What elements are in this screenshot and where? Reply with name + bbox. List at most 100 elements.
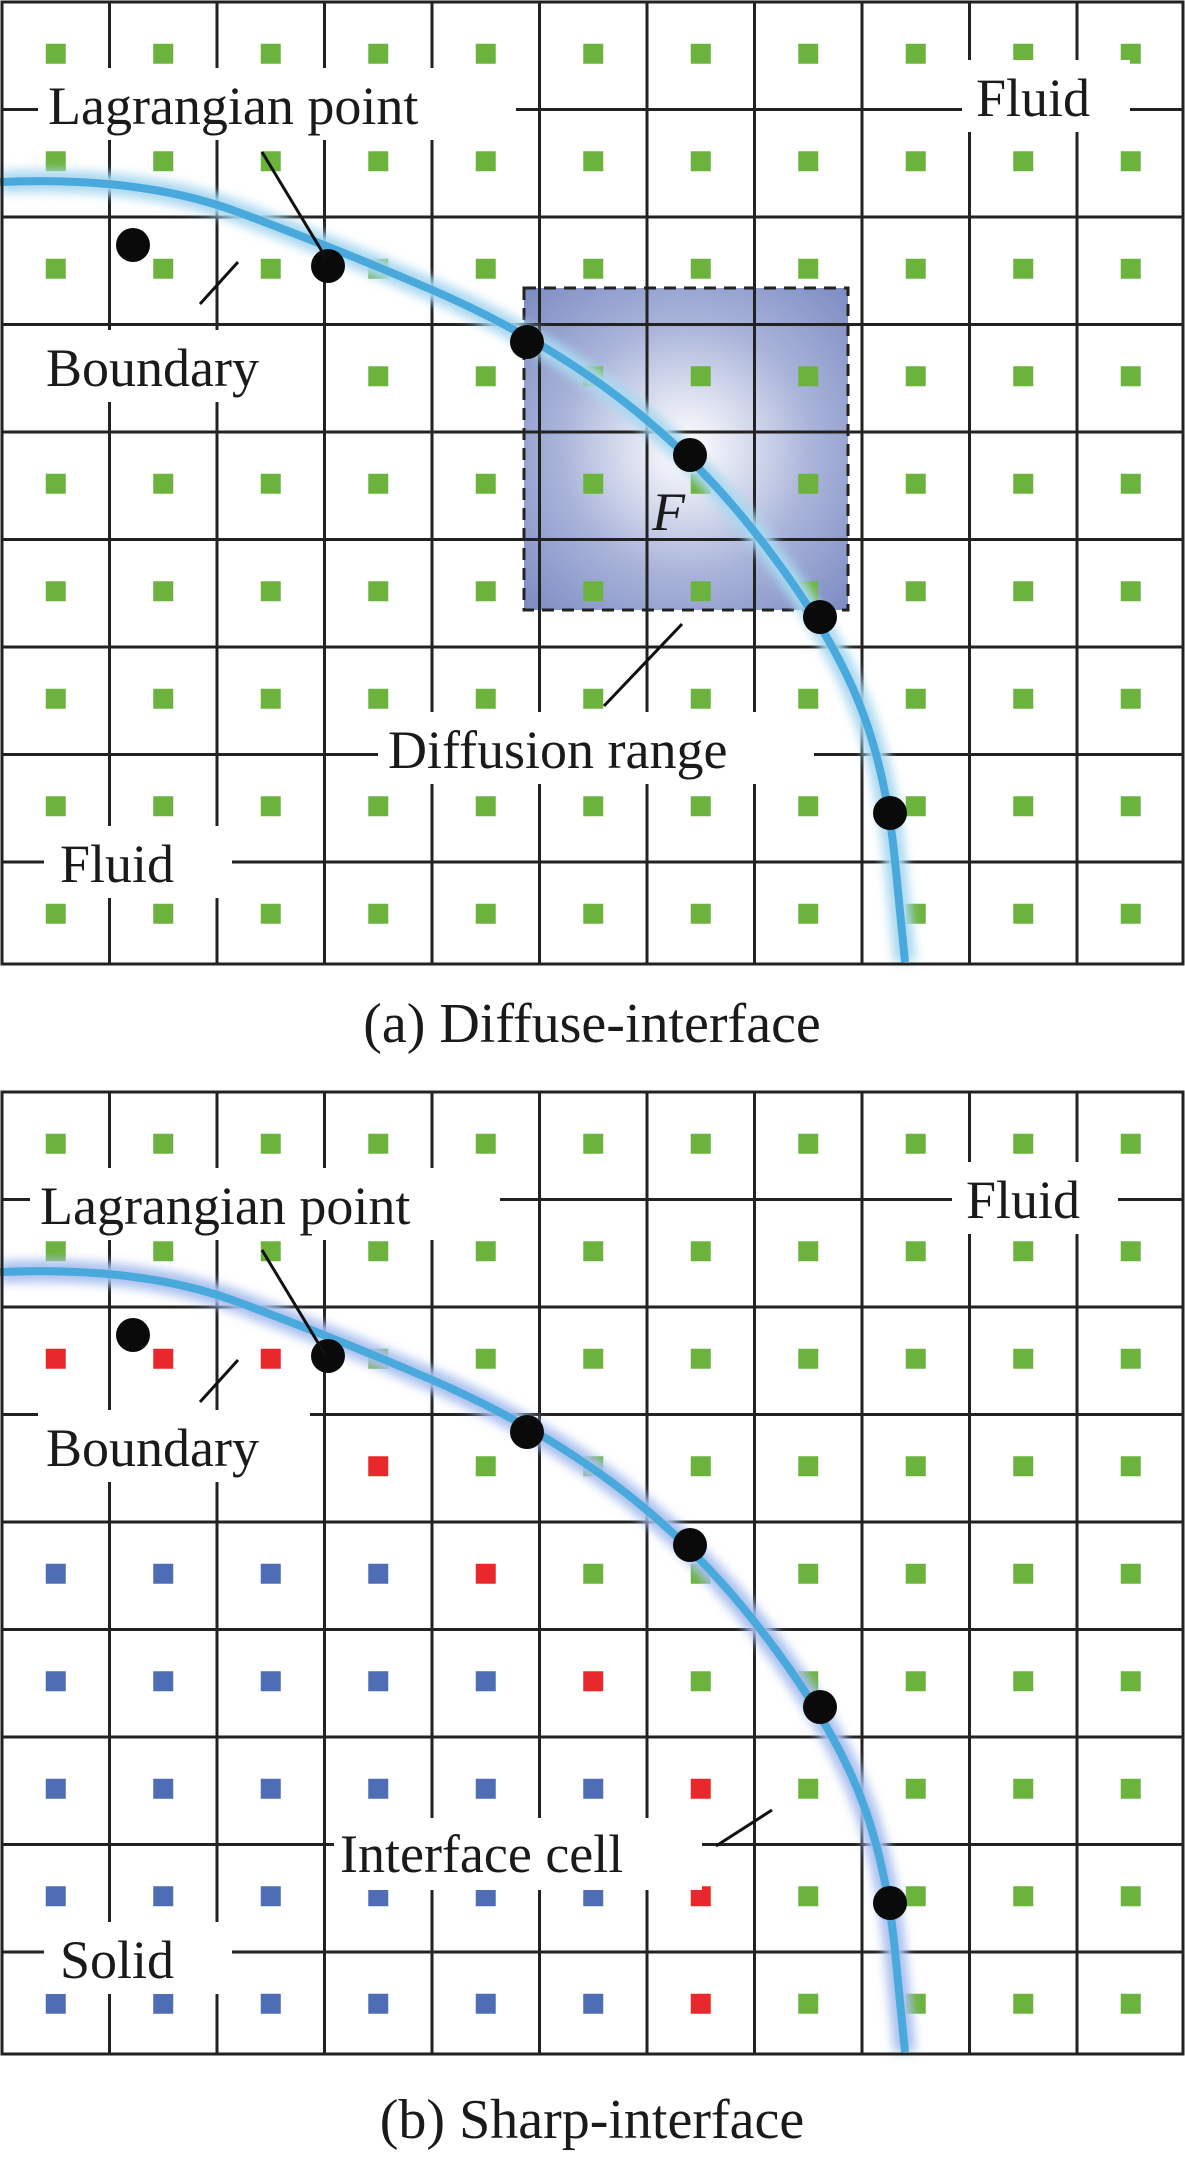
lagrangian-point — [673, 438, 707, 472]
label-bg — [962, 60, 1130, 132]
solid-label: Solid — [60, 1930, 174, 1990]
solid-node — [153, 1563, 174, 1584]
fluid-node — [260, 1133, 281, 1154]
fluid-node — [905, 43, 926, 64]
fluid-node — [475, 1133, 496, 1154]
fluid-node — [690, 1348, 711, 1369]
diffusion-range-label: Diffusion range — [388, 720, 727, 780]
fluid-node — [583, 43, 604, 64]
solid-node — [260, 1563, 281, 1584]
leader-lagrangian-b — [260, 1249, 328, 1357]
fluid-node — [368, 581, 389, 602]
solid-node — [153, 1886, 174, 1907]
solid-node — [583, 1778, 604, 1799]
lagrangian-point — [510, 1415, 544, 1449]
fluid-node — [475, 1456, 496, 1477]
fluid-node — [905, 1671, 926, 1692]
fluid-node — [153, 1241, 174, 1262]
fluid-node — [905, 796, 926, 817]
fluid-node — [1120, 1241, 1141, 1262]
fluid-node — [798, 366, 819, 387]
fluid-node — [1013, 366, 1034, 387]
fluid-node — [1120, 903, 1141, 924]
label-bg — [38, 68, 516, 140]
fluid-node — [690, 796, 711, 817]
fluid-node — [690, 903, 711, 924]
fluid-node — [1120, 366, 1141, 387]
fluid-node — [905, 1886, 926, 1907]
fluid-label: Fluid — [966, 1170, 1080, 1230]
fluid-node — [475, 151, 496, 172]
fluid-node — [1120, 1993, 1141, 2014]
fluid-node — [153, 903, 174, 924]
fluid-node — [905, 473, 926, 494]
fluid-node — [260, 258, 281, 279]
label-bg — [952, 1162, 1118, 1234]
fluid-node — [45, 151, 66, 172]
fluid-node — [260, 43, 281, 64]
fluid-node — [905, 581, 926, 602]
solid-node — [368, 1993, 389, 2014]
label-bg — [378, 712, 814, 784]
panel-b-frame — [0, 1090, 1185, 2056]
solid-node — [475, 1886, 496, 1907]
lagrangian-point — [116, 228, 150, 262]
fluid-node — [1013, 796, 1034, 817]
fluid-node — [45, 1241, 66, 1262]
fluid-node — [798, 1348, 819, 1369]
solid-node — [583, 1886, 604, 1907]
fluid-node — [798, 473, 819, 494]
fluid-node — [368, 688, 389, 709]
fluid-node — [798, 43, 819, 64]
label-bg — [334, 1818, 702, 1890]
interface-node — [475, 1563, 496, 1584]
solid-node — [45, 1993, 66, 2014]
fluid-node — [583, 151, 604, 172]
lagrangian-point — [311, 249, 345, 283]
fluid-node — [690, 688, 711, 709]
fluid-node — [45, 258, 66, 279]
solid-node — [475, 1671, 496, 1692]
fluid-node — [153, 581, 174, 602]
lagrangian-point — [116, 1318, 150, 1352]
fluid-node — [1120, 688, 1141, 709]
fluid-node — [798, 688, 819, 709]
fluid-node — [583, 688, 604, 709]
fluid-node — [260, 903, 281, 924]
solid-node — [368, 1886, 389, 1907]
interface-cell-label: Interface cell — [340, 1824, 623, 1884]
fluid-node — [45, 43, 66, 64]
fluid-node — [798, 1456, 819, 1477]
fluid-node — [475, 581, 496, 602]
fluid-node — [368, 796, 389, 817]
solid-node — [45, 1563, 66, 1584]
fluid-node — [475, 43, 496, 64]
lagrangian-points-b — [116, 1318, 907, 1920]
fluid-node — [260, 581, 281, 602]
fluid-node — [905, 688, 926, 709]
fluid-node — [905, 1241, 926, 1262]
fluid-node — [368, 1133, 389, 1154]
boundary-curve-b — [0, 1267, 909, 2053]
fluid-node — [1013, 43, 1034, 64]
fluid-node — [905, 1348, 926, 1369]
fluid-node — [798, 1563, 819, 1584]
solid-node — [368, 1563, 389, 1584]
solid-node — [260, 1993, 281, 2014]
fluid-node — [1120, 258, 1141, 279]
interface-node — [583, 1671, 604, 1692]
fluid-node — [1120, 796, 1141, 817]
fluid-node — [690, 1241, 711, 1262]
fluid-node — [45, 1133, 66, 1154]
force-label: F — [651, 482, 686, 542]
lagrangian-point — [873, 796, 907, 830]
label-bg — [30, 1168, 500, 1240]
fluid-node — [475, 1241, 496, 1262]
caption-b: (b) Sharp-interface — [380, 2089, 804, 2151]
solid-node — [260, 1778, 281, 1799]
fluid-node — [368, 151, 389, 172]
interface-node — [153, 1348, 174, 1369]
fluid-node — [1013, 258, 1034, 279]
fluid-node — [45, 581, 66, 602]
